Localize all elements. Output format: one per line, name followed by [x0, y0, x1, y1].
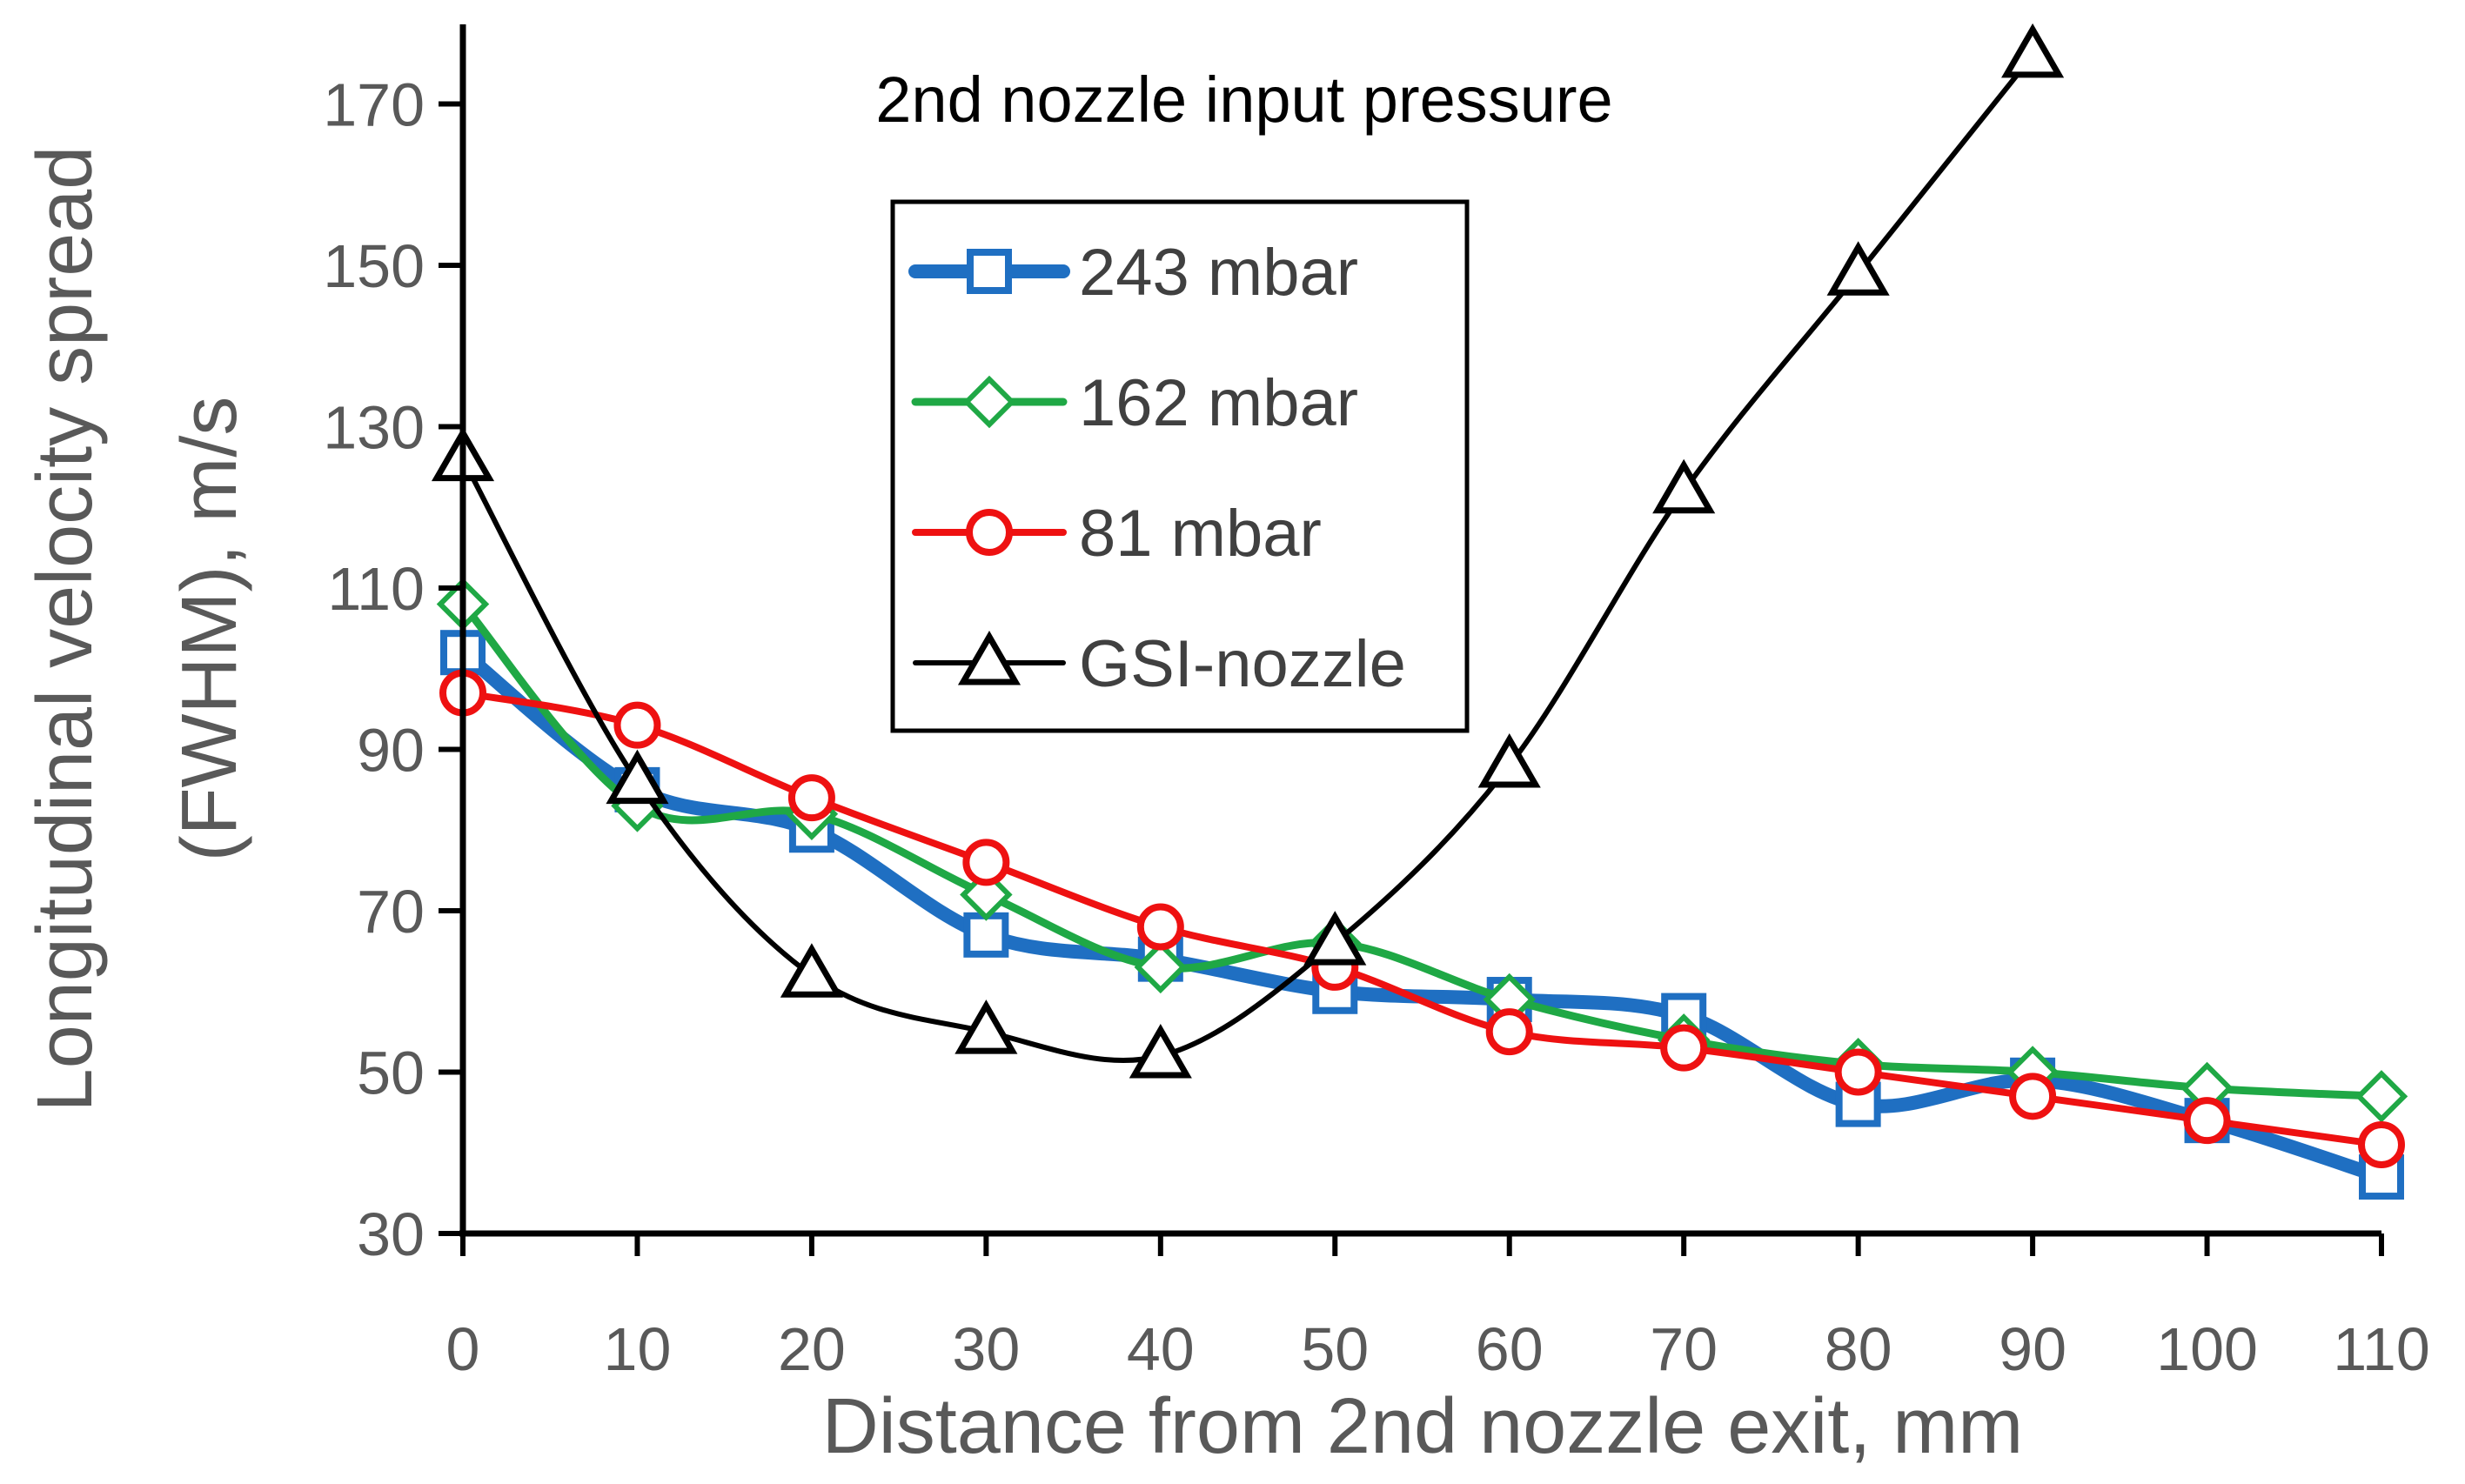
data-point [606, 749, 669, 805]
x-tick-label: 50 [1301, 1315, 1369, 1383]
series-gsi-nozzle [431, 23, 2065, 1079]
data-point [787, 774, 835, 822]
data-point [1136, 903, 1184, 951]
x-tick-label: 30 [952, 1315, 1020, 1383]
legend-item: 243 mbar [908, 236, 1358, 310]
legend-label: 243 mbar [1079, 236, 1358, 310]
data-point [1477, 733, 1541, 788]
x-tick-label: 110 [2333, 1315, 2430, 1383]
y-tick-label: 30 [357, 1200, 425, 1268]
x-tick-label: 80 [1825, 1315, 1892, 1383]
y-tick-label: 170 [323, 71, 425, 139]
y-axis-title: Longitudinal velocity spread (FWHM), m/s [22, 146, 253, 1113]
legend-item: 162 mbar [911, 366, 1358, 440]
data-point [2354, 1070, 2408, 1123]
data-point [962, 839, 1010, 886]
data-point [2009, 1073, 2057, 1120]
y-tick-label: 50 [357, 1039, 425, 1107]
x-tick-label: 0 [446, 1315, 480, 1383]
x-tick-label: 40 [1127, 1315, 1195, 1383]
legend-item: 81 mbar [912, 497, 1322, 571]
data-point [1834, 1048, 1882, 1096]
legend-item: GSI-nozzle [913, 627, 1406, 701]
x-tick-label: 90 [1999, 1315, 2066, 1383]
legend: 243 mbar 162 mbar 81 mbar GSI-nozzle [890, 199, 1470, 733]
legend-marker [957, 630, 1022, 685]
legend-marker [967, 249, 1012, 294]
data-point [960, 868, 1013, 921]
x-axis-title: Distance from 2nd nozzle exit, mm [822, 1383, 2024, 1470]
x-tick-label: 10 [604, 1315, 672, 1383]
data-point [1303, 911, 1367, 966]
data-point [1652, 458, 1716, 514]
chart-annotation: 2nd nozzle input pressure [875, 64, 1612, 136]
y-axis-title-line2: (FWHM), m/s [166, 397, 253, 862]
x-tick-label: 60 [1476, 1315, 1544, 1383]
series-81-mbar [439, 669, 2405, 1168]
data-point [780, 943, 843, 998]
y-tick-label: 90 [357, 717, 425, 785]
data-point [1129, 1023, 1192, 1079]
data-point [2183, 1097, 2231, 1145]
y-axis-title-line1: Longitudinal velocity spread [22, 146, 109, 1113]
data-point [613, 701, 661, 749]
legend-label: 162 mbar [1079, 366, 1358, 440]
legend-marker [966, 509, 1013, 556]
series-layer [431, 23, 2408, 1200]
x-tick-label: 70 [1650, 1315, 1718, 1383]
y-tick-label: 70 [357, 878, 425, 946]
y-tick-label: 150 [323, 232, 425, 300]
axes-layer [459, 24, 2381, 1237]
x-tick-label: 20 [778, 1315, 846, 1383]
ticks-layer: 0 10 20 30 40 50 60 70 80 90 100 110 30 50 70 90 110 130 1… [323, 71, 2430, 1384]
series-line [460, 52, 2036, 1064]
data-point [2358, 1120, 2405, 1168]
legend-label: 81 mbar [1079, 497, 1322, 571]
y-tick-label: 130 [323, 394, 425, 462]
x-tick-label: 100 [2156, 1315, 2258, 1383]
data-point [2001, 23, 2065, 78]
data-point [1660, 1024, 1708, 1072]
y-tick-label: 110 [327, 555, 425, 623]
legend-label: GSI-nozzle [1079, 627, 1406, 701]
data-point [1826, 241, 1890, 296]
data-point [963, 912, 1009, 958]
legend-marker [962, 375, 1016, 429]
data-point [1485, 1008, 1533, 1056]
data-point [1134, 940, 1188, 994]
data-point [955, 999, 1018, 1054]
